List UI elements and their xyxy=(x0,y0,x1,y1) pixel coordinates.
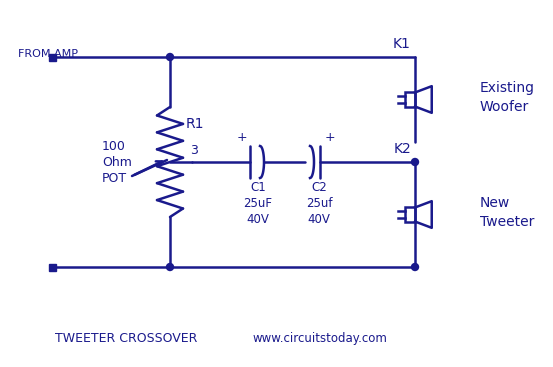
Text: K1: K1 xyxy=(393,37,411,51)
Text: FROM AMP: FROM AMP xyxy=(18,49,78,59)
Text: New
Tweeter: New Tweeter xyxy=(480,196,534,229)
Text: 3: 3 xyxy=(190,144,198,157)
Text: R1: R1 xyxy=(186,117,205,131)
Circle shape xyxy=(166,54,174,61)
Text: C1
25uF
40V: C1 25uF 40V xyxy=(243,181,273,226)
Text: 100
Ohm
POT: 100 Ohm POT xyxy=(102,139,132,185)
Text: TWEETER CROSSOVER: TWEETER CROSSOVER xyxy=(55,332,197,345)
Bar xyxy=(405,207,415,222)
Bar xyxy=(405,92,415,106)
Text: +: + xyxy=(325,131,336,144)
Bar xyxy=(49,54,55,61)
Text: www.circuitstoday.com: www.circuitstoday.com xyxy=(253,332,388,345)
Bar xyxy=(49,264,55,270)
Text: C2
25uf
40V: C2 25uf 40V xyxy=(306,181,332,226)
Text: Existing
Woofer: Existing Woofer xyxy=(480,81,535,114)
Text: +: + xyxy=(236,131,247,144)
Circle shape xyxy=(411,264,419,270)
Circle shape xyxy=(166,264,174,270)
Circle shape xyxy=(411,159,419,166)
Text: K2: K2 xyxy=(393,142,411,156)
